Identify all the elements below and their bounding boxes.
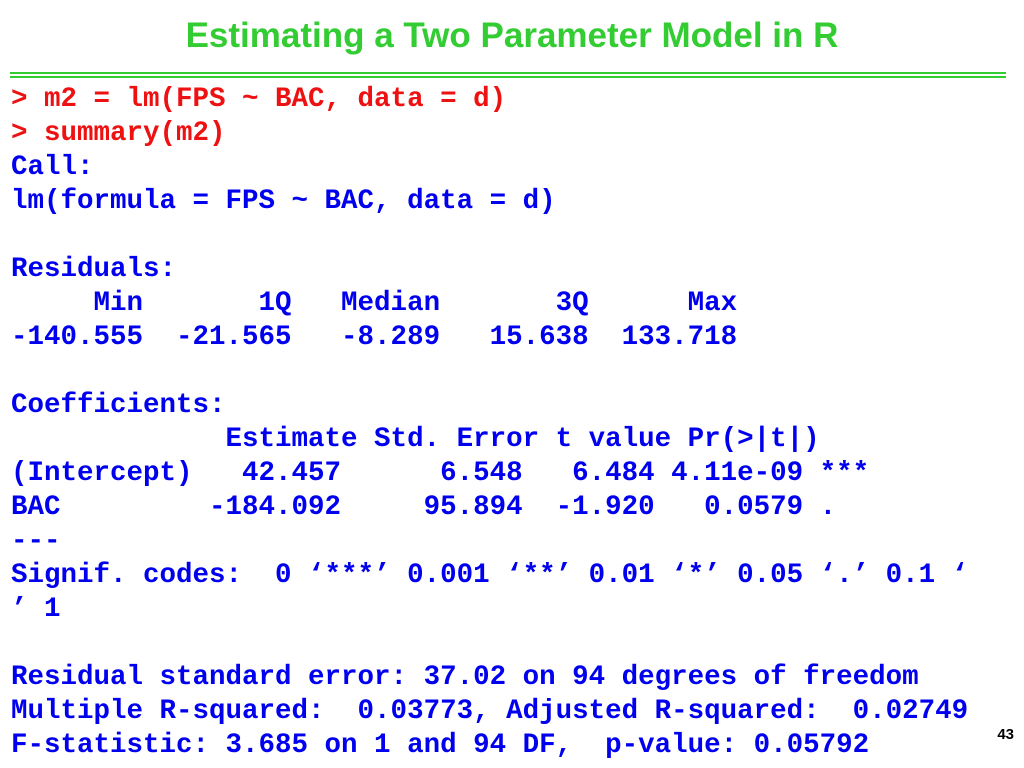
output-line: Min 1Q Median 3Q Max [11,288,738,319]
page-number: 43 [997,726,1014,743]
command-line: > m2 = lm(FPS ~ BAC, data = d) [11,84,507,115]
output-line: (Intercept) 42.457 6.548 6.484 4.11e-09 … [11,458,870,489]
output-line: BAC -184.092 95.894 -1.920 0.0579 . [11,492,837,523]
output-line: Estimate Std. Error t value Pr(>|t|) [11,424,820,455]
output-line: Call: [11,152,94,183]
output-line: Signif. codes: 0 ‘***’ 0.001 ‘**’ 0.01 ‘… [11,560,969,591]
output-line: Multiple R-squared: 0.03773, Adjusted R-… [11,696,969,727]
output-line: ’ 1 [11,594,61,625]
output-line: Residual standard error: 37.02 on 94 deg… [11,662,919,693]
output-line: lm(formula = FPS ~ BAC, data = d) [11,186,556,217]
output-line: -140.555 -21.565 -8.289 15.638 133.718 [11,322,738,353]
rule [10,72,1006,74]
output-line: F-statistic: 3.685 on 1 and 94 DF, p-val… [11,730,870,761]
output-line: Coefficients: [11,390,226,421]
slide-title: Estimating a Two Parameter Model in R [185,16,839,55]
output-line: --- [11,526,61,557]
rule [10,76,1006,78]
command-line: > summary(m2) [11,118,226,149]
output-line: Residuals: [11,254,177,285]
